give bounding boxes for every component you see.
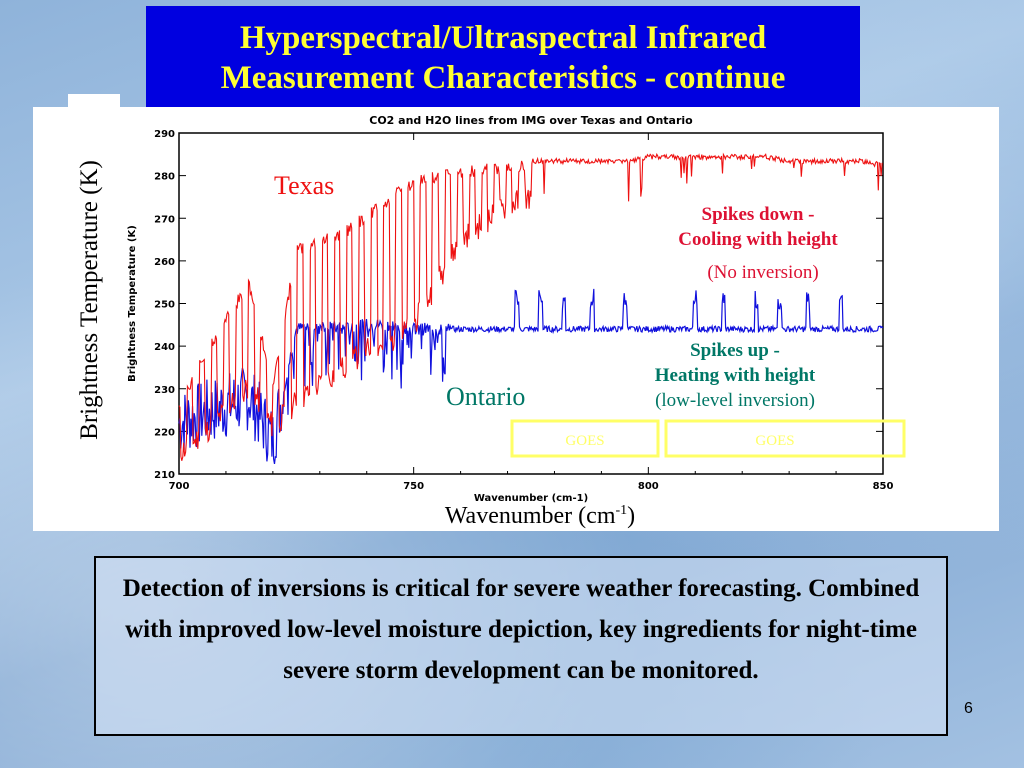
- inner-x-axis-title: Wavenumber (cm-1): [474, 493, 588, 504]
- x-tick-label: 700: [169, 481, 190, 492]
- texas-series-line: [178, 152, 883, 461]
- y-tick-label: 220: [154, 427, 175, 438]
- y-tick-label: 250: [154, 300, 175, 311]
- y-tick-label: 210: [154, 470, 175, 481]
- slide-title: Hyperspectral/Ultraspectral Infrared Mea…: [146, 6, 860, 110]
- spectrum-chart: CO2 and H2O lines from IMG over Texas an…: [127, 114, 906, 504]
- x-axis-label-text: Wavenumber (cm: [444, 503, 616, 529]
- no-inversion-label: (No inversion): [707, 262, 819, 283]
- cooling-label: Cooling with height: [678, 229, 838, 250]
- title-line-1: Hyperspectral/Ultraspectral Infrared: [239, 20, 767, 56]
- page-number: 6: [964, 700, 973, 717]
- y-tick-label: 270: [154, 214, 175, 225]
- x-axis-label: Wavenumber (cm-1): [340, 503, 740, 530]
- spikes-up-label: Spikes up -: [690, 340, 780, 361]
- title-line-2: Measurement Characteristics - continue: [220, 60, 786, 96]
- goes-box-1: [510, 419, 660, 458]
- y-tick-label: 260: [154, 257, 175, 268]
- y-tick-label: 280: [154, 172, 175, 183]
- chart-panel: CO2 and H2O lines from IMG over Texas an…: [33, 107, 999, 531]
- spikes-down-label: Spikes down -: [701, 204, 815, 225]
- x-tick-label: 850: [873, 481, 894, 492]
- y-tick-label: 240: [154, 342, 175, 353]
- info-box: Detection of inversions is critical for …: [94, 556, 948, 736]
- y-tick-label: 230: [154, 385, 175, 396]
- goes-box-2: [664, 419, 906, 458]
- heating-label: Heating with height: [654, 365, 816, 386]
- x-axis-label-close: ): [627, 503, 636, 529]
- chart-title: CO2 and H2O lines from IMG over Texas an…: [369, 114, 693, 127]
- texas-label: Texas: [274, 171, 335, 200]
- x-axis-label-sup: -1: [615, 503, 628, 518]
- x-tick-label: 750: [403, 481, 424, 492]
- ontario-label: Ontario: [446, 382, 526, 411]
- y-tick-label: 290: [154, 129, 175, 140]
- goes-label-2: GOES: [755, 433, 794, 449]
- low-level-inversion-label: (low-level inversion): [655, 390, 815, 411]
- inner-y-axis-title: Brightness Temperature (K): [127, 225, 138, 382]
- y-axis-label: Brightness Temperature (K): [76, 160, 103, 440]
- x-tick-label: 800: [638, 481, 659, 492]
- goes-label-1: GOES: [565, 433, 604, 449]
